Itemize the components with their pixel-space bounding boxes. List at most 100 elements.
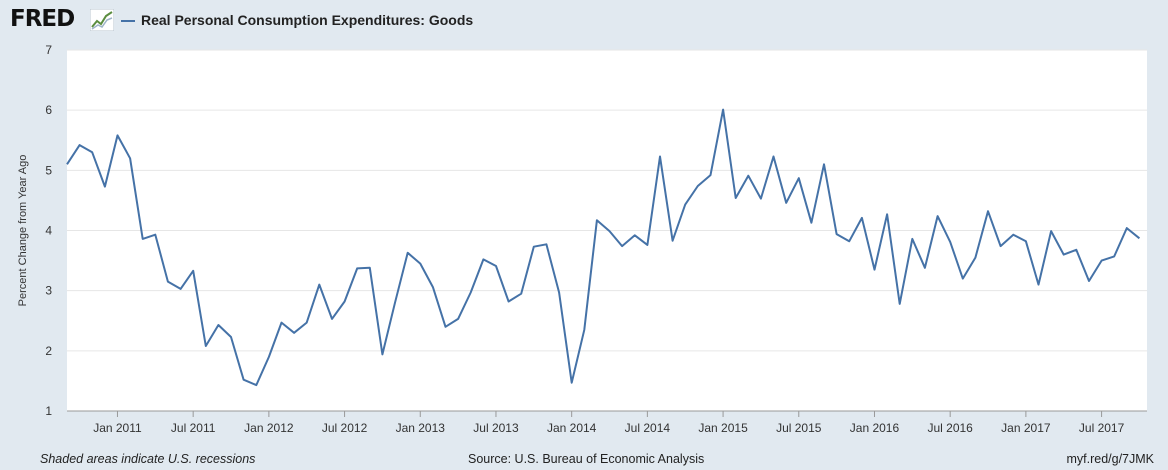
data-point[interactable] xyxy=(506,299,511,304)
data-point[interactable] xyxy=(1112,254,1117,259)
data-point[interactable] xyxy=(456,316,461,321)
data-point[interactable] xyxy=(746,173,751,178)
data-point[interactable] xyxy=(418,261,423,266)
data-point[interactable] xyxy=(973,255,978,260)
fred-logo[interactable]: FRED xyxy=(10,6,75,32)
data-point[interactable] xyxy=(115,133,120,138)
data-point[interactable] xyxy=(721,107,726,112)
data-point[interactable] xyxy=(430,285,435,290)
source-note[interactable]: Source: U.S. Bureau of Economic Analysis xyxy=(468,452,705,466)
data-point[interactable] xyxy=(367,265,372,270)
x-tick-label: Jan 2016 xyxy=(850,421,900,435)
data-point[interactable] xyxy=(708,173,713,178)
data-point[interactable] xyxy=(90,150,95,155)
data-point[interactable] xyxy=(254,383,259,388)
x-tick-label: Jul 2016 xyxy=(927,421,973,435)
data-point[interactable] xyxy=(1087,279,1092,284)
data-point[interactable] xyxy=(872,267,877,272)
data-point[interactable] xyxy=(796,176,801,181)
data-point[interactable] xyxy=(897,301,902,306)
legend-swatch xyxy=(121,20,135,23)
data-point[interactable] xyxy=(128,156,133,161)
data-point[interactable] xyxy=(683,202,688,207)
data-point[interactable] xyxy=(557,290,562,295)
data-point[interactable] xyxy=(216,323,221,328)
series-legend[interactable]: Real Personal Consumption Expenditures: … xyxy=(121,12,473,28)
data-point[interactable] xyxy=(153,232,158,237)
data-point[interactable] xyxy=(544,242,549,247)
data-point[interactable] xyxy=(342,299,347,304)
data-point[interactable] xyxy=(241,377,246,382)
data-point[interactable] xyxy=(317,282,322,287)
data-point[interactable] xyxy=(620,244,625,249)
data-point[interactable] xyxy=(632,233,637,238)
data-point[interactable] xyxy=(859,215,864,220)
x-tick-label: Jan 2011 xyxy=(93,421,142,435)
data-point[interactable] xyxy=(355,266,360,271)
data-point[interactable] xyxy=(733,196,738,201)
data-point[interactable] xyxy=(1049,229,1054,234)
data-point[interactable] xyxy=(203,344,208,349)
data-point[interactable] xyxy=(1011,232,1016,237)
data-point[interactable] xyxy=(330,316,335,321)
data-point[interactable] xyxy=(1137,236,1142,241)
data-point[interactable] xyxy=(77,143,82,148)
data-point[interactable] xyxy=(65,162,70,167)
data-point[interactable] xyxy=(1023,239,1028,244)
data-point[interactable] xyxy=(847,239,852,244)
data-point[interactable] xyxy=(758,196,763,201)
data-point[interactable] xyxy=(393,300,398,305)
data-point[interactable] xyxy=(443,324,448,329)
data-point[interactable] xyxy=(822,162,827,167)
data-point[interactable] xyxy=(102,184,107,189)
data-point[interactable] xyxy=(834,232,839,237)
data-point[interactable] xyxy=(935,214,940,219)
data-point[interactable] xyxy=(695,184,700,189)
data-point[interactable] xyxy=(658,154,663,159)
chart-header: FRED Real Personal Consumption Expenditu… xyxy=(0,0,1168,42)
short-url[interactable]: myf.red/g/7JMK xyxy=(1066,452,1154,466)
data-point[interactable] xyxy=(885,212,890,217)
data-point[interactable] xyxy=(771,154,776,159)
data-point[interactable] xyxy=(986,209,991,214)
data-point[interactable] xyxy=(948,239,953,244)
data-point[interactable] xyxy=(519,291,524,296)
data-point[interactable] xyxy=(140,236,145,241)
data-point[interactable] xyxy=(165,279,170,284)
data-point[interactable] xyxy=(910,236,915,241)
data-point[interactable] xyxy=(998,244,1003,249)
data-point[interactable] xyxy=(1074,247,1079,252)
data-point[interactable] xyxy=(1061,252,1066,257)
series-line[interactable] xyxy=(66,108,1141,387)
x-tick-label: Jul 2012 xyxy=(322,421,368,435)
data-point[interactable] xyxy=(1124,226,1129,231)
data-point[interactable] xyxy=(304,320,309,325)
data-point[interactable] xyxy=(468,290,473,295)
x-tick-label: Jul 2017 xyxy=(1079,421,1125,435)
data-point[interactable] xyxy=(670,238,675,243)
y-tick-label: 1 xyxy=(45,404,52,418)
data-point[interactable] xyxy=(922,265,927,270)
data-point[interactable] xyxy=(594,218,599,223)
data-point[interactable] xyxy=(531,244,536,249)
data-point[interactable] xyxy=(380,352,385,357)
recession-note: Shaded areas indicate U.S. recessions xyxy=(40,452,256,466)
data-point[interactable] xyxy=(809,220,814,225)
data-point[interactable] xyxy=(266,354,271,359)
data-point[interactable] xyxy=(569,380,574,385)
data-point[interactable] xyxy=(405,250,410,255)
data-point[interactable] xyxy=(784,200,789,205)
data-point[interactable] xyxy=(279,320,284,325)
data-point[interactable] xyxy=(481,257,486,262)
data-point[interactable] xyxy=(191,268,196,273)
data-point[interactable] xyxy=(645,242,650,247)
data-point[interactable] xyxy=(229,335,234,340)
data-point[interactable] xyxy=(607,229,612,234)
data-point[interactable] xyxy=(1099,258,1104,263)
data-point[interactable] xyxy=(494,264,499,269)
data-point[interactable] xyxy=(960,276,965,281)
data-point[interactable] xyxy=(292,330,297,335)
data-point[interactable] xyxy=(582,327,587,332)
data-point[interactable] xyxy=(178,286,183,291)
data-point[interactable] xyxy=(1036,282,1041,287)
